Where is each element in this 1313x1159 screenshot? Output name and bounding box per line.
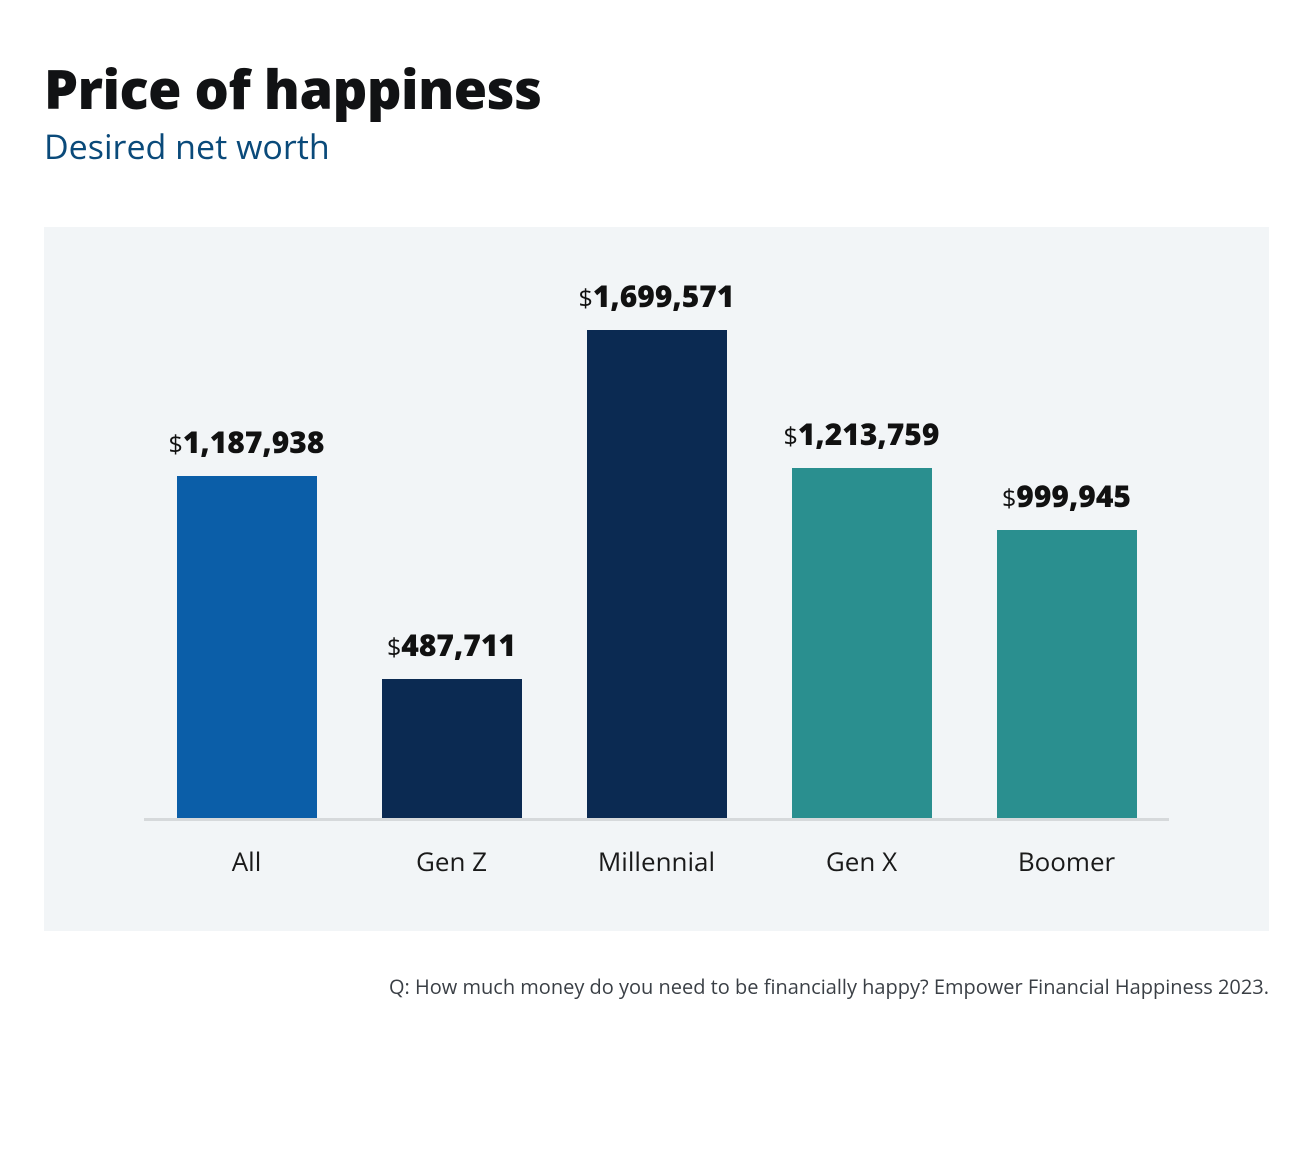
chart-panel: $1,187,938 $487,711 $1,699,571 [44, 227, 1269, 931]
bar-value: 1,213,759 [798, 413, 940, 454]
chart-subtitle: Desired net worth [44, 123, 1269, 169]
bar-value-label: $487,711 [387, 624, 516, 665]
bar-value: 999,945 [1016, 475, 1131, 516]
bar-value: 487,711 [401, 624, 516, 665]
bar-value-label: $1,699,571 [579, 275, 735, 316]
currency-symbol: $ [169, 427, 183, 461]
currency-symbol: $ [784, 419, 798, 453]
x-axis-labels: All Gen Z Millennial Gen X Boomer [144, 843, 1169, 879]
currency-symbol: $ [579, 281, 593, 315]
bar-value-label: $1,187,938 [169, 421, 325, 462]
x-label-genz: Gen Z [349, 843, 554, 879]
currency-symbol: $ [1002, 481, 1016, 515]
currency-symbol: $ [387, 630, 401, 664]
bar-slot-boomer: $999,945 [964, 275, 1169, 821]
bar-rect-genx [792, 468, 932, 821]
bar-rect-millennial [587, 330, 727, 821]
chart-title: Price of happiness [44, 60, 1269, 117]
x-label-millennial: Millennial [554, 843, 759, 879]
bar-slot-genz: $487,711 [349, 275, 554, 821]
x-label-genx: Gen X [759, 843, 964, 879]
x-label-all: All [144, 843, 349, 879]
bar-plot: $1,187,938 $487,711 $1,699,571 [144, 275, 1169, 821]
x-label-boomer: Boomer [964, 843, 1169, 879]
bar-slot-all: $1,187,938 [144, 275, 349, 821]
bar-value: 1,187,938 [183, 421, 325, 462]
bar-value-label: $1,213,759 [784, 413, 940, 454]
page: Price of happiness Desired net worth $1,… [0, 0, 1313, 1040]
bar-value: 1,699,571 [593, 275, 735, 316]
bar-rect-genz [382, 679, 522, 821]
bar-value-label: $999,945 [1002, 475, 1131, 516]
x-axis-baseline [144, 818, 1169, 821]
chart-footnote: Q: How much money do you need to be fina… [44, 973, 1269, 1000]
bars-container: $1,187,938 $487,711 $1,699,571 [144, 275, 1169, 821]
bar-rect-boomer [997, 530, 1137, 821]
bar-slot-millennial: $1,699,571 [554, 275, 759, 821]
bar-rect-all [177, 476, 317, 821]
bar-slot-genx: $1,213,759 [759, 275, 964, 821]
